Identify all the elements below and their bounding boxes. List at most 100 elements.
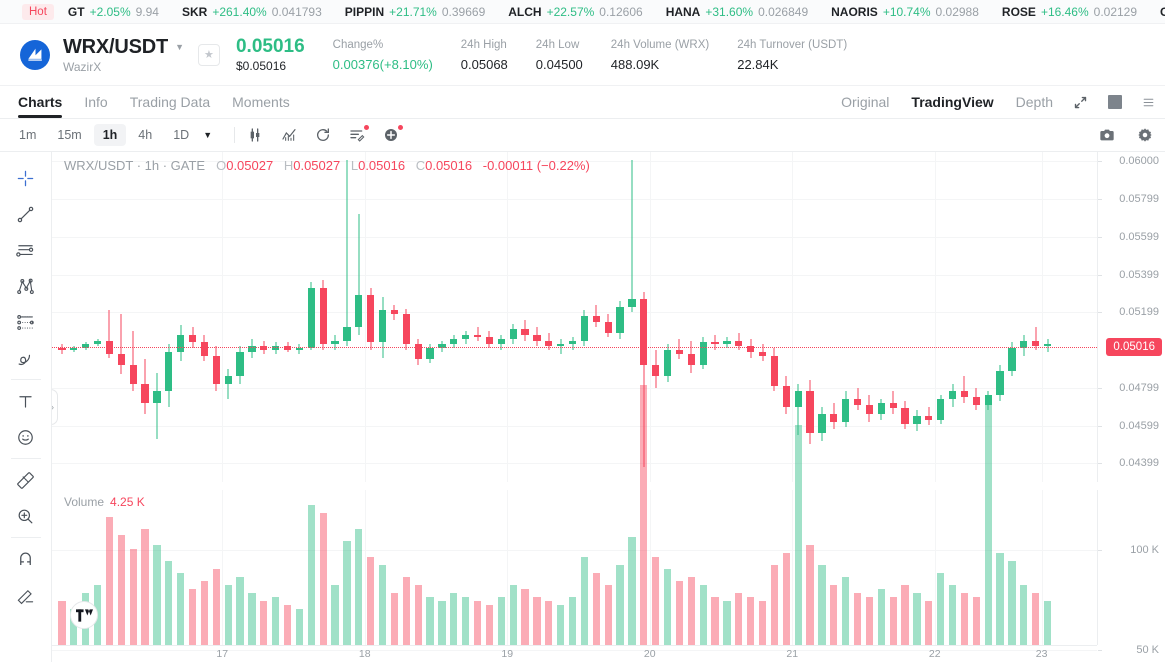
add-indicator-icon[interactable] (383, 125, 404, 143)
interval-1D[interactable]: 1D (173, 128, 190, 142)
sidebar-collapse-handle[interactable]: ‹› (52, 389, 58, 425)
chart-canvas[interactable]: ‹› WRX/USDT · 1h · GATE O0.05027 H0.0502… (52, 152, 1165, 662)
menu-icon[interactable] (1142, 96, 1155, 109)
candle-body (937, 399, 945, 420)
volume-pane[interactable]: Volume 4.25 K (52, 385, 1097, 651)
volume-legend: Volume 4.25 K (64, 495, 145, 509)
price-tick: 0.05799 (1119, 193, 1159, 206)
interval-4h[interactable]: 4h (138, 128, 153, 142)
volume-bar (343, 541, 351, 645)
tab-trading-data[interactable]: Trading Data (129, 94, 211, 110)
favorite-star-icon[interactable]: ★ (197, 43, 220, 66)
crosshair-icon[interactable] (9, 160, 43, 196)
magnet-icon[interactable] (9, 541, 43, 577)
template-icon[interactable] (349, 125, 370, 143)
stat-label: 24h Low (535, 39, 580, 52)
candle-wick (227, 368, 229, 399)
candle-body (782, 385, 790, 407)
ruler-icon[interactable] (9, 462, 43, 498)
settings-gear-icon[interactable] (1137, 127, 1153, 143)
tab-moments[interactable]: Moments (232, 94, 290, 110)
zoom-in-icon[interactable] (9, 498, 43, 534)
volume-bar (177, 573, 185, 645)
emoji-icon[interactable] (9, 419, 43, 455)
candle (711, 152, 719, 482)
time-axis[interactable]: 17 18 19 20 21 22 23 (52, 645, 1097, 662)
volume-bar (390, 593, 399, 645)
indicator-icon[interactable] (281, 127, 297, 143)
interval-1m[interactable]: 1m (19, 128, 37, 142)
price-tick: 0.05399 (1119, 268, 1159, 281)
volume-axis[interactable]: 100 K 50 K (1097, 490, 1165, 656)
candle-body (200, 342, 209, 356)
symbol-block[interactable]: WRX/USDT ▼ WazirX (63, 36, 184, 74)
camera-icon[interactable] (1099, 127, 1115, 143)
ticker-item[interactable]: GT +2.05% 9.94 (68, 5, 159, 19)
candle-body (604, 321, 612, 334)
tab-depth[interactable]: Depth (1015, 94, 1053, 110)
candle-body (628, 299, 636, 307)
interval-dropdown-icon[interactable]: ▼ (203, 130, 213, 140)
chart-area: ‹› WRX/USDT · 1h · GATE O0.05027 H0.0502… (0, 152, 1165, 662)
volume-bar (129, 549, 137, 645)
candle-body (426, 348, 434, 360)
price-axis[interactable]: 0.06000 0.05799 0.05599 0.05399 0.05199 0.047… (1097, 152, 1165, 482)
expand-icon[interactable] (1073, 95, 1088, 110)
candle-body (295, 348, 304, 350)
candle (747, 152, 755, 482)
legend-ohlc: O0.05027 H0.05027 L0.05016 C0.05016 -0.0… (216, 158, 590, 173)
candle (937, 152, 945, 482)
market-ticker-bar[interactable]: Hot GT +2.05% 9.94 SKR +261.40% 0.041793 PIPPI… (0, 0, 1165, 24)
eraser-icon[interactable] (9, 577, 43, 613)
candle (604, 152, 612, 482)
square-icon[interactable] (1108, 95, 1122, 109)
tab-original[interactable]: Original (841, 94, 890, 110)
volume-bar (355, 529, 363, 645)
ticker-item[interactable]: PIPPIN +21.71% 0.39669 (345, 5, 485, 19)
candle (212, 152, 220, 482)
ticker-item[interactable]: CC+14.71%0.1 (1160, 5, 1165, 19)
text-icon[interactable] (9, 383, 43, 419)
candle-body (378, 310, 387, 343)
candlestick-icon[interactable] (247, 127, 263, 143)
volume-bar (996, 553, 1004, 645)
tab-charts[interactable]: Charts (18, 86, 63, 118)
price-pane[interactable]: WRX/USDT · 1h · GATE O0.05027 H0.05027 L… (52, 152, 1097, 482)
ticker-item[interactable]: ROSE +16.46% 0.02129 (1002, 5, 1137, 19)
gridline-vertical (222, 490, 224, 645)
volume-bar (473, 601, 482, 645)
interval-1h[interactable]: 1h (93, 124, 127, 146)
candle (390, 152, 399, 482)
trend-line-icon[interactable] (9, 196, 43, 232)
candle (687, 152, 695, 482)
volume-bar (462, 597, 470, 645)
fib-retracement-icon[interactable] (9, 304, 43, 340)
time-tick: 20 (643, 648, 656, 660)
ticker-item[interactable]: HANA +31.60% 0.026849 (666, 5, 808, 19)
time-tick: 18 (358, 648, 371, 660)
tab-tradingview[interactable]: TradingView (911, 94, 994, 110)
ticker-item[interactable]: NAORIS +10.74% 0.02988 (831, 5, 979, 19)
volume-bar (497, 597, 505, 645)
tab-info[interactable]: Info (84, 94, 108, 110)
horizontal-lines-icon[interactable] (9, 232, 43, 268)
chevron-down-icon[interactable]: ▼ (175, 42, 184, 52)
candle (996, 152, 1004, 482)
ticker-item[interactable]: ALCH +22.57% 0.12606 (508, 5, 642, 19)
ticker-symbol: SKR (181, 4, 208, 19)
refresh-icon[interactable] (315, 127, 331, 143)
chart-legend: WRX/USDT · 1h · GATE O0.05027 H0.05027 L… (64, 158, 590, 173)
candle-wick (346, 159, 348, 347)
candle (960, 152, 969, 482)
candle-body (616, 306, 624, 334)
candle (853, 152, 862, 482)
candle-wick (560, 338, 562, 354)
ticker-item[interactable]: SKR +261.40% 0.041793 (182, 5, 322, 19)
pattern-icon[interactable] (9, 268, 43, 304)
volume-bar (580, 557, 589, 645)
interval-15m[interactable]: 15m (57, 128, 82, 142)
candle (248, 152, 256, 482)
brush-icon[interactable] (9, 340, 43, 376)
volume-bar (165, 561, 173, 645)
volume-bar (628, 537, 636, 645)
